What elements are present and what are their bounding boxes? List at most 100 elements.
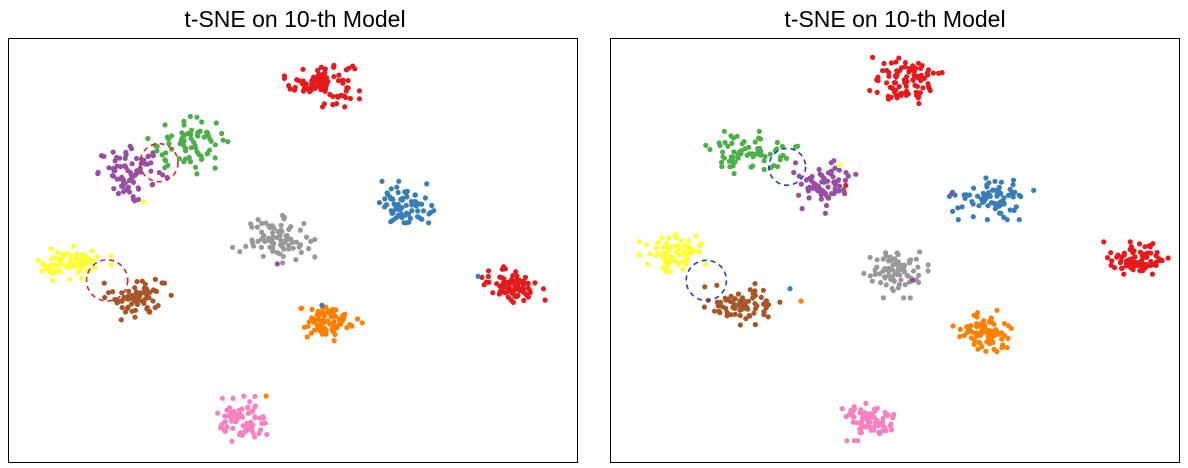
- data-point: [914, 83, 920, 89]
- data-point: [166, 136, 172, 142]
- data-point: [767, 151, 773, 157]
- data-point: [422, 195, 428, 201]
- data-point: [388, 219, 394, 225]
- data-point: [270, 230, 276, 236]
- scatter-plot-svg: [636, 54, 1171, 444]
- data-point: [916, 73, 922, 79]
- data-point: [836, 167, 842, 173]
- data-point: [1147, 262, 1153, 269]
- data-point: [177, 141, 183, 147]
- data-point: [155, 303, 161, 309]
- data-point: [58, 259, 64, 266]
- data-point: [344, 85, 350, 91]
- data-point: [918, 78, 924, 84]
- data-point: [916, 100, 922, 107]
- data-point: [44, 263, 50, 269]
- data-point: [94, 254, 100, 260]
- data-point: [165, 162, 171, 168]
- data-point: [130, 196, 137, 203]
- data-point: [925, 268, 931, 274]
- data-point: [887, 423, 893, 429]
- data-point: [112, 168, 118, 174]
- data-point: [1101, 239, 1107, 245]
- data-point: [250, 408, 256, 414]
- data-point: [39, 268, 45, 274]
- data-point: [98, 153, 105, 159]
- data-point: [983, 348, 989, 354]
- data-point: [148, 160, 154, 166]
- data-point: [887, 254, 893, 260]
- data-point: [414, 214, 421, 220]
- data-point: [150, 153, 156, 159]
- data-point: [964, 324, 970, 330]
- data-point: [696, 248, 702, 255]
- cluster-yellow: [636, 231, 708, 274]
- data-point: [120, 189, 126, 195]
- data-point: [883, 428, 889, 434]
- data-point: [859, 421, 865, 428]
- data-point: [264, 432, 270, 438]
- data-point: [110, 149, 116, 155]
- data-point: [192, 164, 199, 170]
- data-point: [311, 319, 317, 325]
- data-point: [669, 243, 675, 249]
- data-point: [187, 159, 194, 165]
- data-point: [758, 294, 764, 300]
- data-point: [514, 286, 520, 292]
- data-point: [513, 269, 519, 275]
- data-point: [388, 208, 394, 214]
- data-point: [663, 262, 669, 268]
- data-point: [728, 312, 734, 318]
- data-point: [880, 256, 886, 262]
- data-point: [256, 430, 262, 437]
- data-point: [970, 201, 976, 207]
- data-point: [194, 149, 200, 155]
- data-point: [841, 187, 847, 193]
- data-point: [508, 297, 514, 303]
- data-point: [1010, 182, 1016, 188]
- data-point: [1142, 244, 1148, 250]
- data-point: [40, 262, 46, 268]
- data-point: [521, 297, 527, 303]
- data-point: [382, 196, 388, 202]
- data-point: [916, 272, 922, 278]
- cluster-brown: [701, 281, 783, 328]
- data-point: [750, 154, 756, 160]
- data-point: [224, 424, 230, 430]
- data-point: [747, 287, 753, 293]
- data-point: [106, 165, 112, 171]
- data-point: [1128, 244, 1134, 250]
- data-point: [828, 160, 834, 166]
- data-point: [855, 438, 861, 444]
- data-point: [81, 263, 87, 269]
- data-point: [737, 312, 743, 319]
- data-point: [129, 294, 135, 300]
- data-point: [837, 183, 843, 189]
- data-point: [152, 276, 158, 282]
- data-point: [163, 150, 169, 156]
- data-point: [742, 146, 748, 152]
- data-point: [347, 322, 353, 328]
- data-point: [707, 146, 713, 153]
- data-point: [166, 141, 172, 147]
- data-point: [221, 419, 228, 425]
- data-point: [342, 104, 348, 110]
- data-point: [212, 142, 218, 148]
- data-point: [320, 80, 326, 86]
- data-point: [950, 323, 956, 329]
- data-point: [777, 157, 783, 163]
- data-point: [996, 184, 1002, 190]
- data-point: [501, 264, 507, 270]
- data-point: [886, 73, 892, 79]
- data-point: [877, 431, 883, 437]
- data-point: [816, 166, 822, 172]
- data-point: [869, 278, 875, 284]
- data-point: [725, 143, 731, 149]
- data-point: [267, 225, 273, 231]
- data-point: [850, 419, 856, 425]
- data-point: [796, 173, 802, 179]
- data-point: [300, 66, 306, 72]
- data-point: [270, 247, 276, 253]
- data-point: [917, 90, 923, 96]
- data-point: [318, 328, 324, 334]
